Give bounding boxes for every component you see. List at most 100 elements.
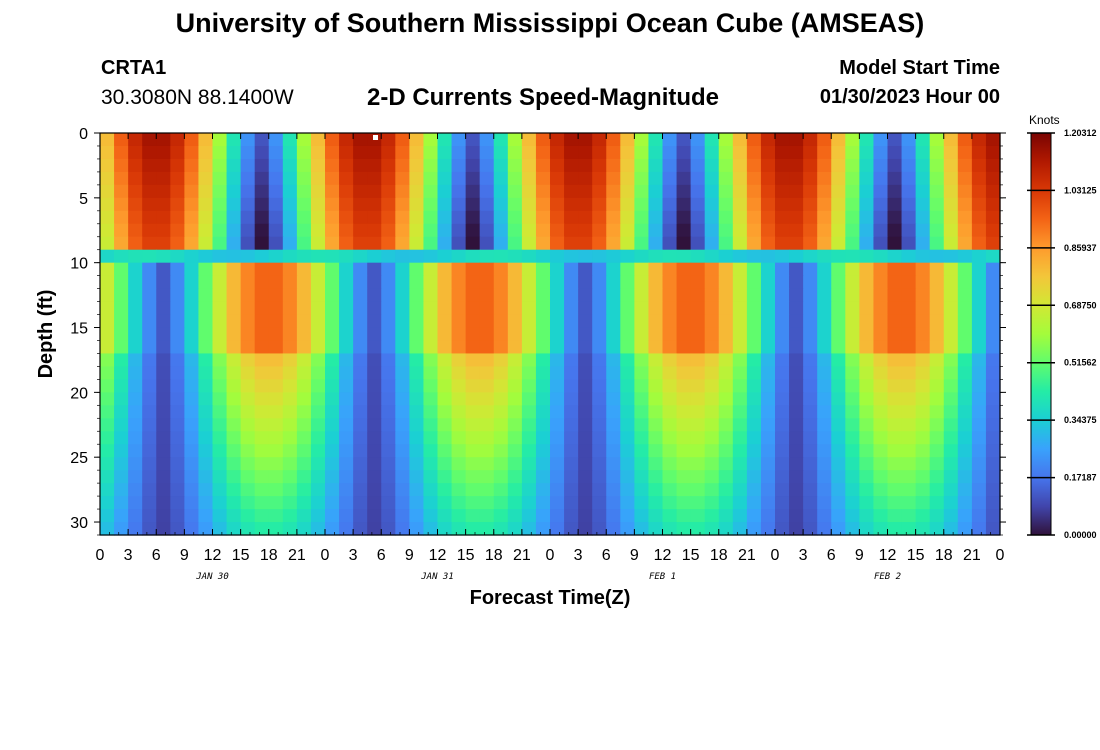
heatmap-cell (704, 133, 720, 147)
heatmap-cell (423, 249, 439, 264)
heatmap-cell (339, 275, 354, 290)
heatmap-cell (409, 210, 425, 225)
heatmap-cell (873, 353, 889, 368)
heatmap-cell (395, 522, 410, 536)
heatmap-cell (325, 366, 340, 380)
heatmap-cell (142, 340, 157, 355)
heatmap-cell (465, 223, 481, 238)
heatmap-cell (100, 184, 115, 199)
heatmap-cell (592, 327, 607, 342)
heatmap-cell (212, 288, 228, 303)
heatmap-cell (282, 405, 298, 419)
heatmap-cell (535, 133, 551, 147)
heatmap-cell (310, 379, 326, 393)
heatmap-cell (859, 483, 875, 497)
heatmap-cell (451, 366, 467, 380)
heatmap-cell (704, 379, 720, 393)
heatmap-cell (676, 262, 692, 277)
heatmap-cell (423, 184, 439, 199)
heatmap-cell (184, 288, 200, 303)
heatmap-cell (873, 405, 889, 419)
heatmap-cell (479, 405, 495, 419)
heatmap-cell (381, 236, 396, 251)
heatmap-cell (128, 353, 143, 368)
heatmap-cell (873, 210, 889, 225)
heatmap-cell (310, 288, 326, 303)
heatmap-cell (507, 314, 523, 329)
heatmap-cell (746, 509, 762, 523)
heatmap-cell (465, 483, 481, 497)
heatmap-cell (423, 275, 439, 290)
heatmap-cell (915, 145, 931, 160)
heatmap-cell (296, 431, 312, 445)
heatmap-cell (887, 184, 903, 199)
heatmap-cell (156, 288, 171, 303)
heatmap-cell (465, 249, 481, 264)
heatmap-cell (971, 340, 987, 355)
heatmap-cell (184, 470, 200, 484)
heatmap-cell (254, 522, 270, 536)
heatmap-cell (746, 197, 762, 212)
heatmap-cell (339, 171, 354, 186)
heatmap-cell (564, 418, 579, 432)
heatmap-cell (437, 457, 453, 471)
heatmap-cell (198, 158, 214, 173)
heatmap-cell (929, 171, 945, 186)
heatmap-cell (339, 509, 354, 523)
heatmap-cell (718, 522, 734, 536)
day-label: JAN 30 (195, 572, 229, 582)
heatmap-cell (901, 483, 917, 497)
heatmap-cell (620, 184, 635, 199)
heatmap-cell (648, 210, 664, 225)
heatmap-cell (578, 314, 593, 329)
heatmap-cell (859, 353, 875, 368)
heatmap-cell (620, 236, 635, 251)
heatmap-cell (845, 314, 860, 329)
heatmap-cell (240, 210, 256, 225)
heatmap-cell (507, 327, 523, 342)
heatmap-cell (803, 158, 818, 173)
heatmap-cell (971, 249, 987, 264)
heatmap-cell (732, 249, 748, 264)
heatmap-cell (606, 509, 621, 523)
heatmap-cell (929, 249, 945, 264)
heatmap-cell (451, 158, 467, 173)
heatmap-cell (915, 340, 931, 355)
heatmap-cell (606, 444, 621, 458)
heatmap-cell (100, 509, 115, 523)
heatmap-cell (634, 327, 650, 342)
heatmap-cell (268, 353, 284, 368)
heatmap-cell (803, 522, 818, 536)
heatmap-cell (310, 301, 326, 316)
heatmap-cell (620, 133, 635, 147)
heatmap-cell (676, 210, 692, 225)
heatmap-cell (845, 405, 860, 419)
heatmap-cell (789, 366, 804, 380)
heatmap-cell (887, 314, 903, 329)
heatmap-cell (268, 197, 284, 212)
heatmap-cell (873, 509, 889, 523)
heatmap-cell (156, 314, 171, 329)
heatmap-cell (718, 340, 734, 355)
heatmap-cell (310, 431, 326, 445)
heatmap-cell (451, 327, 467, 342)
heatmap-cell (732, 197, 748, 212)
heatmap-cell (296, 392, 312, 406)
heatmap-cell (423, 171, 439, 186)
heatmap-cell (859, 262, 875, 277)
heatmap-cell (268, 327, 284, 342)
heatmap-cell (606, 470, 621, 484)
heatmap-cell (381, 431, 396, 445)
heatmap-cell (578, 457, 593, 471)
heatmap-cell (254, 314, 270, 329)
heatmap-cell (831, 158, 846, 173)
heatmap-cell (535, 340, 551, 355)
heatmap-cell (493, 340, 509, 355)
heatmap-cell (845, 327, 860, 342)
day-label: FEB 2 (874, 572, 901, 582)
heatmap-cell (535, 353, 551, 368)
heatmap-cell (423, 158, 439, 173)
heatmap-cell (310, 158, 326, 173)
heatmap-cell (310, 275, 326, 290)
heatmap-cell (901, 184, 917, 199)
